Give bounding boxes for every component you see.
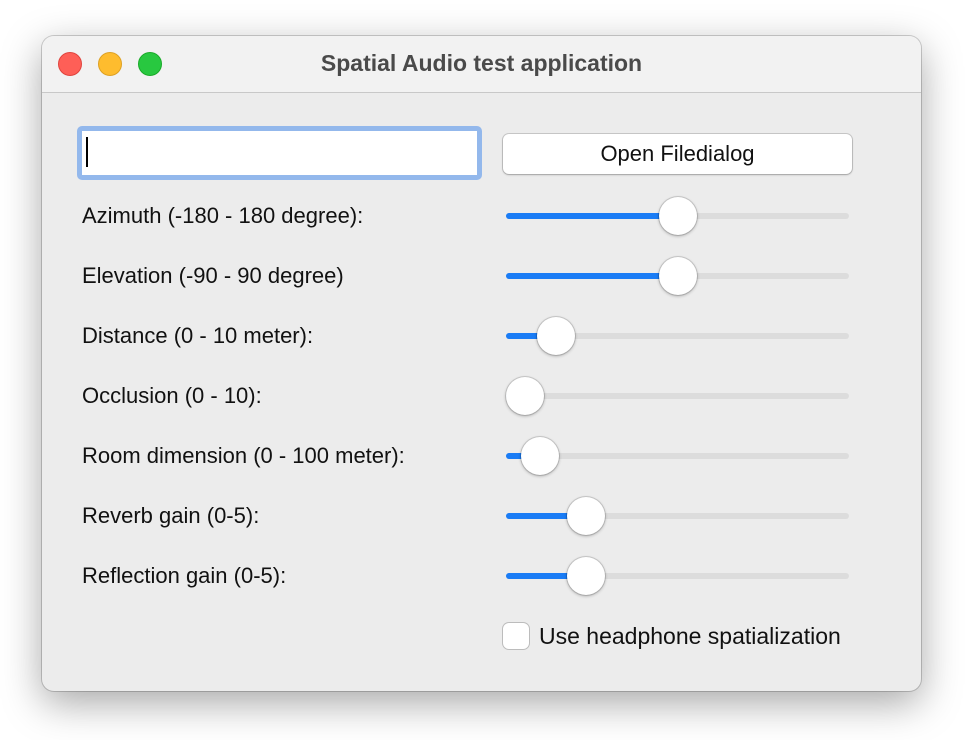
slider[interactable] [506, 496, 849, 536]
app-window: Spatial Audio test application Open File… [42, 36, 921, 691]
headphone-spatialization-label[interactable]: Use headphone spatialization [539, 623, 841, 649]
slider[interactable] [506, 376, 849, 416]
slider-knob[interactable] [567, 497, 605, 535]
slider-label: Room dimension (0 - 100 meter): [82, 443, 405, 468]
title-bar: Spatial Audio test application [42, 36, 921, 93]
window-title: Spatial Audio test application [320, 50, 643, 76]
slider-track[interactable] [506, 453, 849, 459]
slider-fill [506, 213, 678, 219]
slider-fill [506, 333, 556, 339]
slider-label: Reflection gain (0-5): [82, 563, 287, 588]
slider-knob[interactable] [658, 257, 697, 295]
slider-knob[interactable] [658, 197, 697, 235]
slider-label: Occlusion (0 - 10): [82, 383, 262, 408]
slider-label: Azimuth (-180 - 180 degree): [82, 203, 364, 228]
slider[interactable] [506, 556, 849, 596]
slider-fill [506, 273, 678, 279]
minimize-button[interactable] [98, 52, 122, 76]
slider-knob[interactable] [567, 557, 605, 595]
text-caret [86, 137, 88, 167]
slider-track[interactable] [506, 333, 849, 339]
slider[interactable] [506, 436, 849, 476]
slider-knob[interactable] [506, 377, 544, 415]
zoom-button[interactable] [138, 52, 162, 76]
slider-label: Elevation (-90 - 90 degree) [82, 263, 344, 288]
slider[interactable] [506, 256, 849, 296]
close-button[interactable] [58, 52, 82, 76]
slider-fill [506, 513, 586, 519]
slider-fill [506, 573, 586, 579]
slider-label: Reverb gain (0-5): [82, 503, 260, 528]
slider-knob[interactable] [521, 437, 560, 475]
slider-track[interactable] [506, 573, 849, 579]
slider[interactable] [506, 196, 849, 236]
open-filedialog-button[interactable]: Open Filedialog [503, 134, 852, 174]
headphone-spatialization-checkbox[interactable] [503, 623, 529, 649]
slider-label: Distance (0 - 10 meter): [82, 323, 314, 348]
file-path-input[interactable] [77, 126, 482, 180]
slider-track[interactable] [506, 513, 849, 519]
slider[interactable] [506, 316, 849, 356]
slider-knob[interactable] [536, 317, 575, 355]
slider-track[interactable] [506, 393, 849, 399]
